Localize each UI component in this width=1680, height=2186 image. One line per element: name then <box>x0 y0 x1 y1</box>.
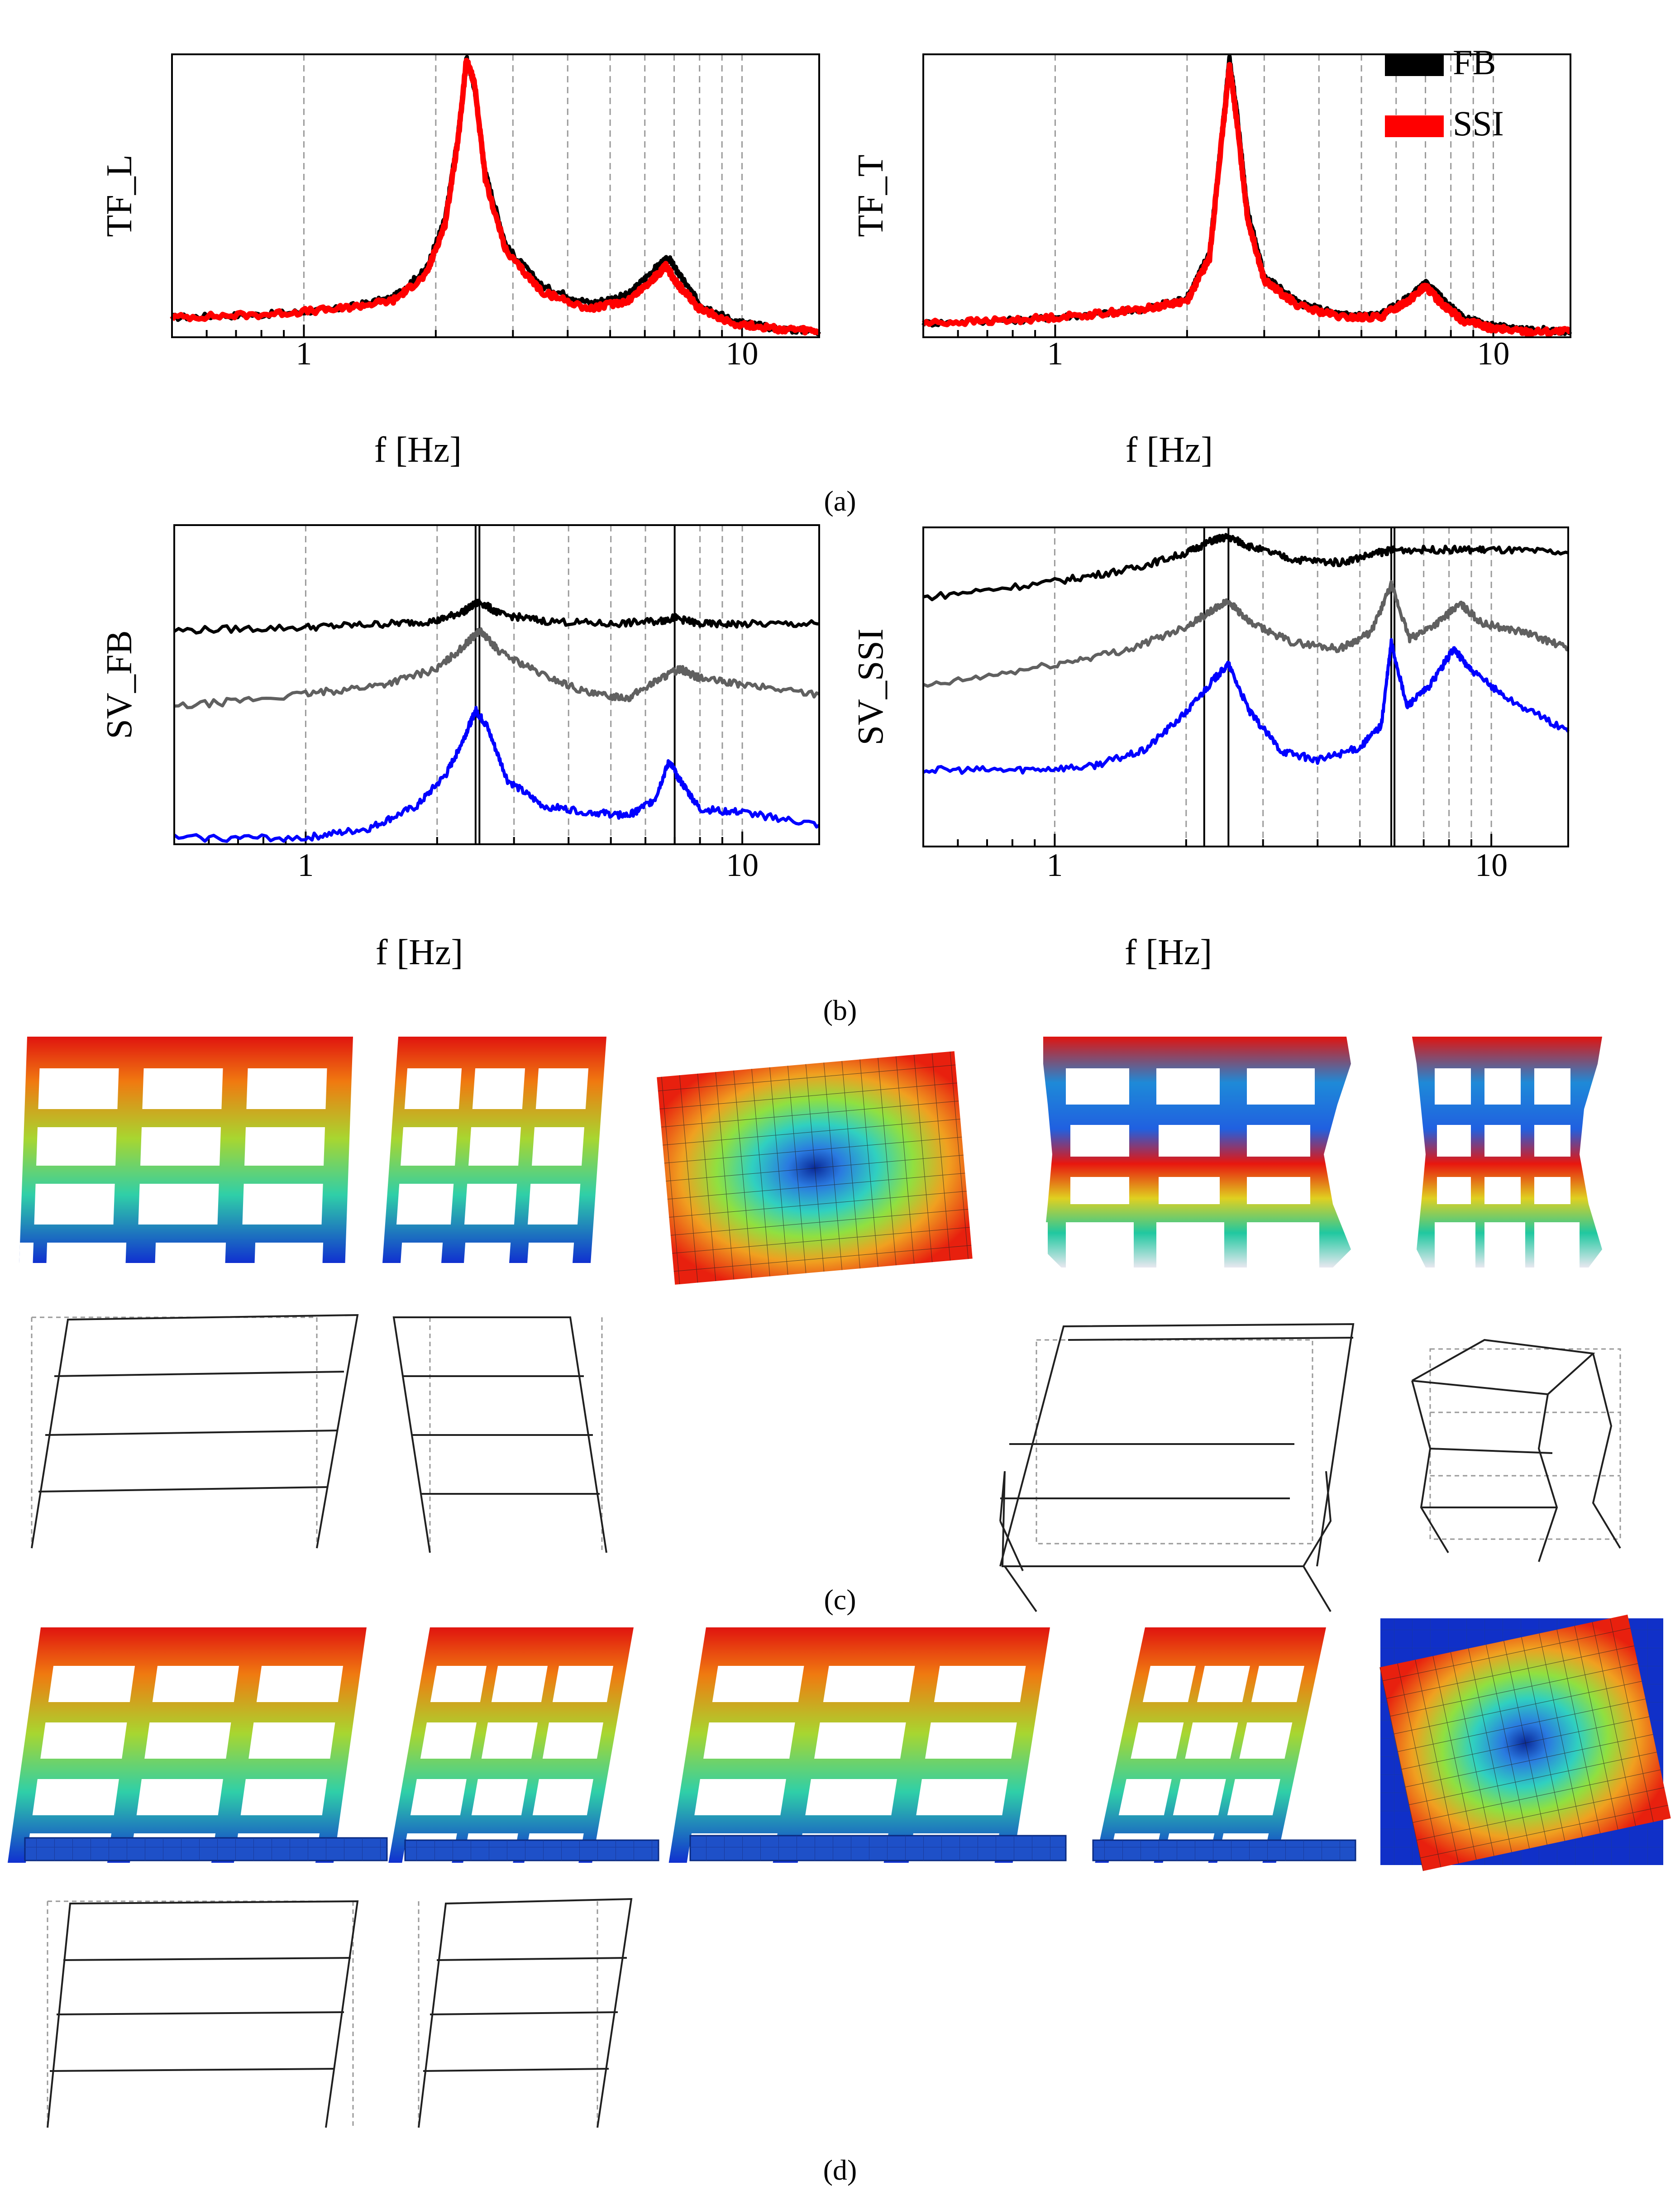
x-tick-label: 1 <box>1046 847 1063 883</box>
x-axis-label: f [Hz] <box>1125 933 1212 972</box>
x-axis-label: f [Hz] <box>374 430 462 470</box>
series-line-ssi <box>921 62 1572 337</box>
y-axis-label: SV_FB <box>100 630 139 739</box>
oma-shape-1-transverse <box>392 1316 607 1553</box>
ssi-mode-2-longitudinal <box>668 1627 1067 1865</box>
panel-label-c: (c) <box>824 1583 856 1616</box>
fe-mode-1-longitudinal <box>19 1037 353 1265</box>
panel-label-a: (a) <box>824 485 856 517</box>
ssi-mode-1-transverse <box>388 1627 659 1865</box>
legend-swatch-ssi <box>1385 115 1444 137</box>
plot-frame <box>922 526 1569 847</box>
x-tick-label: 10 <box>1477 335 1510 372</box>
fe-mode-1-transverse <box>382 1037 606 1265</box>
x-tick-label: 10 <box>726 847 759 883</box>
oma-shape-3-longitudinal <box>999 1323 1355 1612</box>
series-line-sv1 <box>173 598 820 635</box>
legend: FB SSI <box>1385 43 1504 143</box>
plot-frame <box>173 524 820 845</box>
chart-sv-ssi: 1 10 f [Hz] SV_SSI <box>851 526 1570 972</box>
ssi-mode-2-transverse <box>1092 1627 1356 1865</box>
x-tick-label: 1 <box>296 335 312 372</box>
series-line-sv1 <box>923 533 1569 602</box>
oma-shape-1-longitudinal <box>31 1314 359 1549</box>
panel-label-d: (d) <box>823 2154 857 2186</box>
x-tick-label: 10 <box>726 335 759 372</box>
fe-mode-3-longitudinal <box>1034 1037 1351 1268</box>
x-tick-label: 1 <box>297 847 314 883</box>
legend-swatch-fb <box>1385 54 1444 76</box>
fe-mode-torsion-plan <box>657 1051 973 1285</box>
plot-frame <box>171 53 820 338</box>
fe-mode-3-transverse <box>1412 1037 1602 1268</box>
series-line-sv2 <box>174 627 820 709</box>
x-axis-label: f [Hz] <box>1126 430 1213 470</box>
legend-label-fb: FB <box>1453 43 1496 82</box>
legend-label-ssi: SSI <box>1453 104 1504 143</box>
chart-tf-t: 1 10 f [Hz] TF_T FB SSI <box>851 43 1572 470</box>
series-line-sv3 <box>922 638 1570 775</box>
y-axis-label: TF_T <box>851 154 891 237</box>
panel-label-b: (b) <box>823 994 857 1026</box>
ssi-mode-1-longitudinal <box>7 1627 388 1865</box>
ssi-torsion-plan <box>1379 1614 1671 1871</box>
x-tick-label: 1 <box>1047 335 1063 372</box>
series-line-sv2 <box>922 580 1570 688</box>
ssi-oma-shape-1-longitudinal <box>47 1900 359 2128</box>
chart-sv-fb: 1 10 f [Hz] SV_FB <box>100 524 821 972</box>
chart-tf-l: 1 10 f [Hz] TF_L <box>100 53 821 470</box>
y-axis-label: SV_SSI <box>851 629 891 746</box>
y-axis-label: TF_L <box>100 154 139 237</box>
x-axis-label: f [Hz] <box>376 933 463 972</box>
oma-shape-3-transverse <box>1411 1339 1621 1562</box>
x-tick-label: 10 <box>1475 847 1508 883</box>
series-line-sv3 <box>173 706 821 843</box>
series-line-ssi <box>170 57 821 336</box>
ssi-oma-shape-1-transverse <box>418 1898 633 2128</box>
plot-frame <box>922 53 1571 338</box>
